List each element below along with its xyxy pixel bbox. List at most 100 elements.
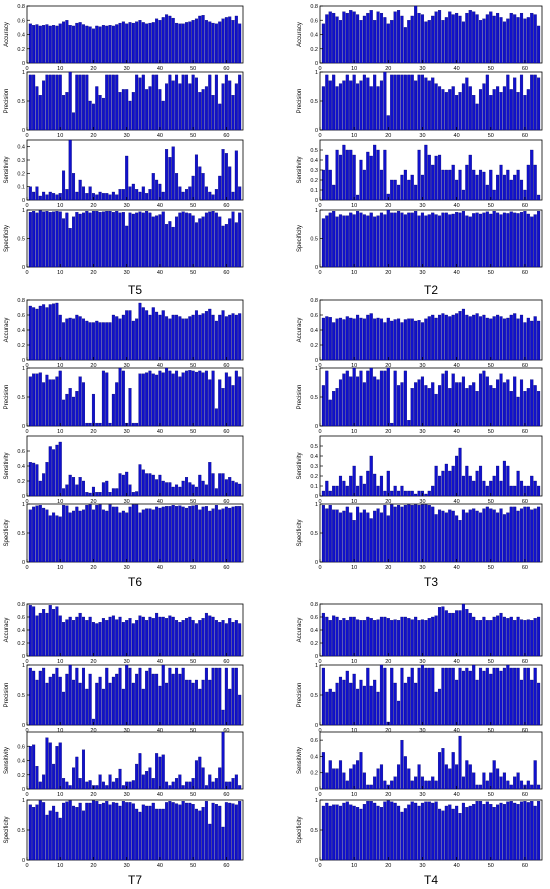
- bar: [85, 210, 89, 268]
- bar: [444, 92, 448, 131]
- bar: [499, 17, 503, 64]
- bar: [228, 218, 232, 268]
- bar: [328, 80, 332, 131]
- bar: [373, 620, 377, 657]
- bar: [165, 781, 169, 790]
- bar: [465, 609, 469, 657]
- x-tick-label: 60: [522, 203, 528, 209]
- bar: [373, 510, 377, 563]
- bar: [58, 516, 62, 563]
- y-tick-label: 0: [22, 494, 25, 500]
- bar: [161, 211, 165, 268]
- bar: [468, 86, 472, 131]
- bar: [78, 778, 82, 790]
- bar: [349, 616, 353, 657]
- bar: [509, 667, 513, 726]
- bar: [214, 488, 218, 497]
- bar: [108, 194, 112, 201]
- y-axis-label: Sensitivity: [4, 156, 10, 183]
- bar: [118, 667, 122, 726]
- bar: [201, 173, 205, 201]
- bar: [88, 322, 92, 361]
- bar: [38, 25, 42, 64]
- y-axis-label: Sensitivity: [297, 156, 303, 183]
- bar: [234, 83, 238, 131]
- y-tick-label: 0.2: [17, 773, 25, 779]
- bar: [231, 506, 235, 563]
- bar: [359, 317, 363, 361]
- bar: [427, 214, 431, 268]
- x-tick-label: 60: [223, 363, 229, 369]
- bar: [234, 15, 238, 64]
- bar: [434, 155, 438, 201]
- x-tick-label: 60: [522, 565, 528, 571]
- bar: [530, 12, 534, 64]
- bar: [499, 802, 503, 861]
- bar: [335, 16, 339, 64]
- x-tick-label: 50: [190, 270, 196, 276]
- y-axis-label: Specificity: [297, 225, 303, 252]
- bar: [499, 214, 503, 268]
- bar: [417, 805, 421, 861]
- bar: [420, 212, 425, 268]
- bar: [441, 169, 445, 201]
- bar: [451, 612, 455, 657]
- bar: [65, 189, 69, 201]
- bar: [158, 507, 162, 563]
- bar: [101, 509, 105, 563]
- bar: [85, 74, 89, 131]
- bar: [175, 620, 179, 657]
- bar: [345, 670, 349, 726]
- bar: [115, 382, 119, 427]
- y-axis-label: Accuracy: [297, 618, 303, 643]
- bar: [88, 802, 92, 861]
- bar: [35, 679, 39, 726]
- bar: [417, 379, 421, 427]
- bar: [325, 74, 329, 131]
- x-tick-label: 0: [25, 203, 28, 209]
- bar: [407, 74, 411, 131]
- bar: [52, 805, 56, 861]
- bar: [55, 25, 59, 64]
- bar: [188, 316, 192, 361]
- bar: [158, 314, 162, 361]
- bar: [352, 616, 356, 657]
- bar: [376, 768, 380, 790]
- y-tick-label: 1: [315, 798, 318, 804]
- bar: [455, 805, 459, 861]
- bar: [121, 89, 125, 131]
- bar: [383, 71, 387, 131]
- bar: [530, 149, 534, 201]
- bar: [485, 211, 489, 268]
- bar: [155, 506, 159, 563]
- bar: [121, 622, 125, 657]
- bar: [342, 373, 346, 427]
- bar: [108, 804, 112, 861]
- x-tick-label: 30: [124, 270, 130, 276]
- x-tick-label: 50: [488, 203, 494, 209]
- bar: [52, 74, 56, 131]
- bar: [165, 682, 169, 726]
- bar: [105, 74, 109, 131]
- y-tick-label: 0.6: [310, 313, 318, 319]
- x-tick-label: 0: [318, 270, 321, 276]
- y-tick-label: 0: [22, 654, 25, 660]
- bar: [194, 154, 198, 201]
- x-tick-label: 20: [385, 863, 391, 869]
- bar: [191, 370, 195, 427]
- bar: [85, 193, 89, 201]
- bar: [451, 752, 455, 790]
- bar: [349, 804, 353, 861]
- bar: [42, 80, 46, 131]
- bar: [221, 826, 225, 861]
- bar: [461, 776, 465, 790]
- bar: [78, 510, 82, 563]
- x-tick-label: 30: [419, 270, 425, 276]
- bar: [526, 89, 530, 131]
- bar: [128, 618, 132, 657]
- bar: [218, 175, 222, 201]
- bar: [221, 473, 225, 497]
- bar: [171, 505, 175, 563]
- bar: [214, 620, 218, 657]
